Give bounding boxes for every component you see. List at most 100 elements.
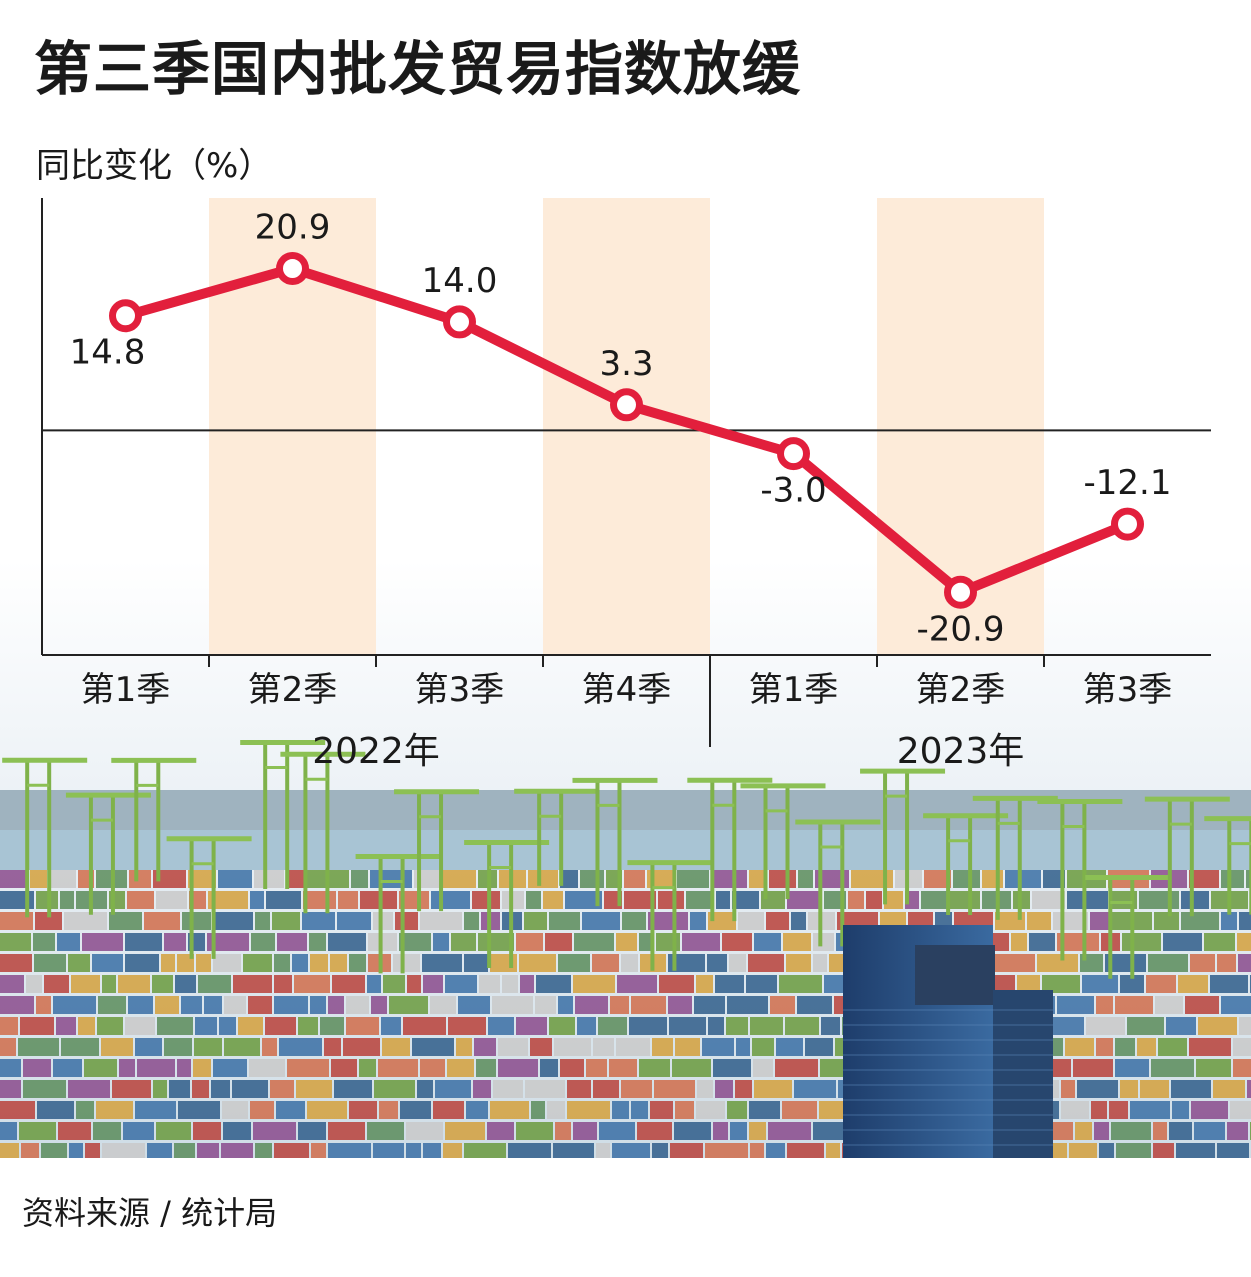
container-stack [53, 1059, 82, 1077]
container-stack [1061, 1080, 1075, 1098]
container-stack [1086, 1017, 1125, 1035]
container-stack [1115, 1038, 1135, 1056]
container-stack [783, 933, 811, 951]
container-stack [1154, 912, 1179, 930]
container-stack [553, 1143, 594, 1161]
data-label: -12.1 [1084, 463, 1172, 503]
container-stack [262, 1038, 277, 1056]
container-stack [921, 891, 948, 909]
container-stack [1116, 1143, 1151, 1161]
container-stack [224, 1038, 260, 1056]
container-stack [1181, 891, 1209, 909]
container-stack [1075, 1122, 1092, 1140]
container-stack [328, 1143, 371, 1161]
container-stack [813, 1122, 845, 1140]
container-stack [766, 1143, 785, 1161]
container-stack [652, 1143, 668, 1161]
container-stack [629, 1017, 667, 1035]
container-stack [195, 1017, 217, 1035]
container-stack [616, 1038, 650, 1056]
container-stack [787, 891, 822, 909]
container-stack [85, 1143, 100, 1161]
container-stack [820, 1059, 847, 1077]
container-stack [175, 975, 196, 993]
container-stack [558, 954, 590, 972]
container-stack [1204, 933, 1235, 951]
container-stack [1247, 1080, 1251, 1098]
container-stack [0, 975, 24, 993]
container-stack [586, 1059, 607, 1077]
container-stack [1194, 1122, 1225, 1140]
container-stack [1233, 1059, 1251, 1077]
container-stack [393, 954, 420, 972]
container-stack [309, 933, 326, 951]
container-stack [786, 954, 811, 972]
container-stack [498, 1059, 538, 1077]
container-stack [18, 1038, 59, 1056]
container-stack [274, 996, 308, 1014]
container-stack [508, 1143, 551, 1161]
container-stack [754, 933, 781, 951]
container-stack [272, 912, 300, 930]
data-point [276, 251, 309, 285]
container-stack [20, 1017, 54, 1035]
container-stack [593, 1080, 619, 1098]
container-stack [371, 996, 387, 1014]
container-stack [406, 1143, 421, 1161]
container-stack [1073, 1059, 1113, 1077]
container-stack [722, 933, 752, 951]
container-stack [1061, 1101, 1089, 1119]
container-stack [1166, 1017, 1196, 1035]
container-stack [1189, 1038, 1231, 1056]
container-stack [196, 954, 211, 972]
container-stack [395, 912, 418, 930]
container-stack [56, 1017, 76, 1035]
container-stack [188, 870, 216, 888]
container-stack [612, 1101, 629, 1119]
container-stack [573, 1122, 597, 1140]
container-stack [442, 870, 476, 888]
container-stack [351, 870, 368, 888]
container-stack [622, 912, 646, 930]
container-stack [995, 912, 1025, 930]
container-stack [1163, 933, 1202, 951]
container-stack [53, 996, 96, 1014]
container-stack [560, 1059, 584, 1077]
container-stack [478, 933, 514, 951]
container-stack [782, 1101, 817, 1119]
container-stack [60, 891, 74, 909]
container-stack [194, 1038, 222, 1056]
container-stack [445, 975, 477, 993]
data-label: -20.9 [917, 609, 1005, 649]
container-stack [711, 870, 747, 888]
container-stack [68, 1080, 110, 1098]
container-stack [1176, 1143, 1215, 1161]
x-tick-label: 第2季 [248, 670, 338, 710]
container-stack [565, 891, 602, 909]
container-stack [97, 1017, 123, 1035]
container-stack [287, 1059, 329, 1077]
container-stack [232, 1080, 268, 1098]
container-stack [26, 975, 42, 993]
container-stack [177, 1059, 191, 1077]
container-stack [61, 1038, 99, 1056]
container-stack [255, 1143, 272, 1161]
container-stack [192, 1080, 209, 1098]
container-stack [631, 996, 666, 1014]
container-stack [71, 975, 100, 993]
container-stack [279, 1038, 322, 1056]
container-stack [169, 1080, 190, 1098]
container-stack [1155, 996, 1183, 1014]
container-stack [754, 1080, 792, 1098]
container-stack [1153, 1143, 1174, 1161]
container-stack [35, 912, 62, 930]
container-stack [752, 1038, 774, 1056]
data-point [1111, 507, 1144, 541]
container-stack [549, 912, 580, 930]
container-stack [824, 975, 844, 993]
container-stack [302, 912, 335, 930]
container-stack [307, 1101, 347, 1119]
container-stack [637, 1122, 672, 1140]
container-stack [612, 1143, 650, 1161]
container-stack [156, 1122, 191, 1140]
